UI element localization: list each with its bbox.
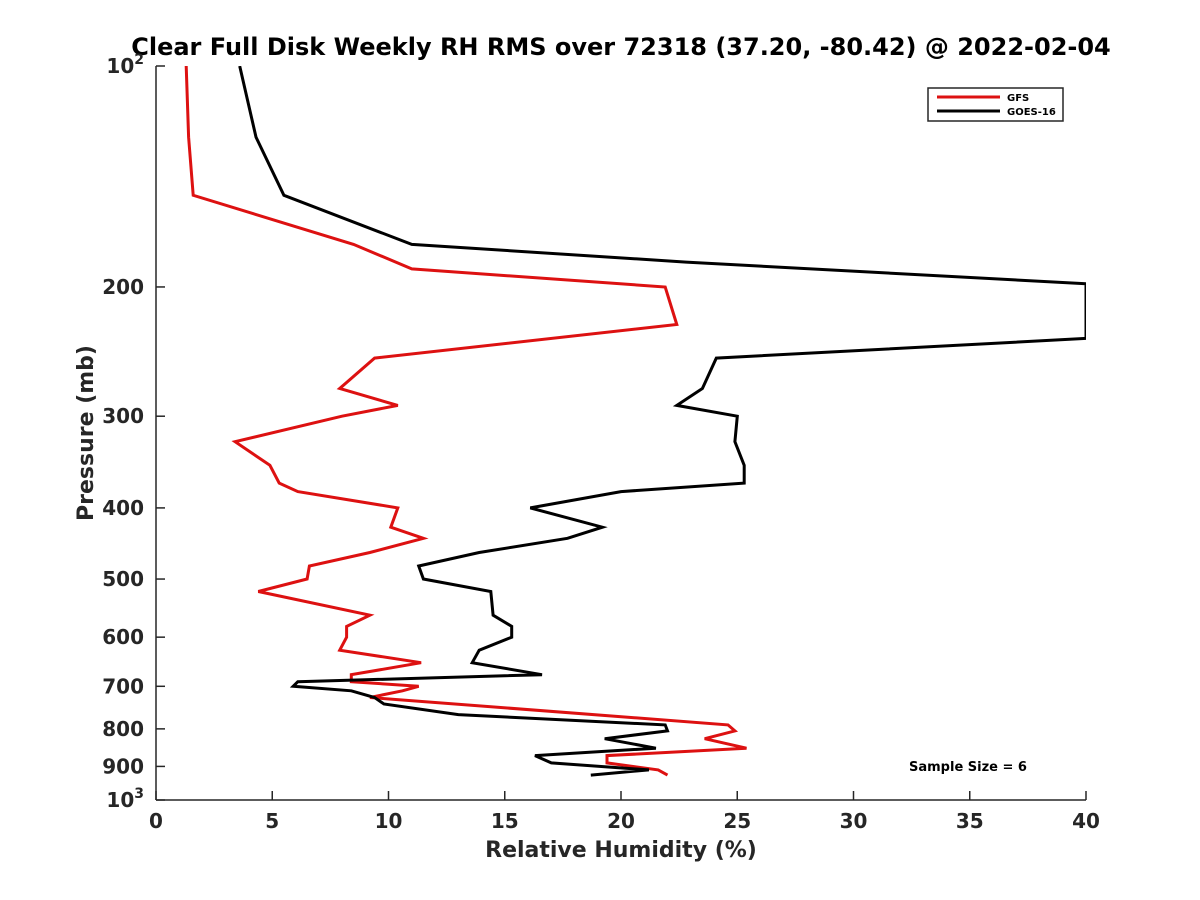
chart-title: Clear Full Disk Weekly RH RMS over 72318… — [131, 33, 1111, 61]
y-tick-label: 300 — [102, 404, 144, 428]
x-tick-label: 0 — [149, 809, 163, 833]
y-tick-label: 800 — [102, 717, 144, 741]
x-tick-label: 40 — [1072, 809, 1100, 833]
x-tick-label: 5 — [265, 809, 279, 833]
y-axis-label: Pressure (mb) — [74, 345, 99, 521]
y-tick-label: 103 — [106, 786, 144, 812]
series-line-gfs — [184, 66, 747, 777]
y-tick-label: 600 — [102, 625, 144, 649]
x-tick-label: 20 — [607, 809, 635, 833]
legend-label: GOES-16 — [1007, 107, 1056, 118]
x-tick-label: 25 — [723, 809, 751, 833]
sample-size-annotation: Sample Size = 6 — [909, 760, 1027, 775]
y-tick-label: 900 — [102, 754, 144, 778]
y-tick-label: 500 — [102, 567, 144, 591]
legend-box — [927, 87, 1064, 122]
plot-area: 0 5 10 15 20 25 30 35 40 102 200 300 400 500 600 700 800… — [102, 52, 1100, 833]
y-tick-label: 700 — [102, 674, 144, 698]
x-tick-label: 15 — [491, 809, 519, 833]
series-line-goes-16 — [238, 66, 1086, 777]
x-axis-label: Relative Humidity (%) — [485, 838, 757, 863]
x-tick-label: 30 — [840, 809, 868, 833]
y-tick-label: 102 — [106, 52, 144, 78]
legend: GFS GOES-16 — [927, 87, 1064, 122]
legend-label: GFS — [1007, 93, 1029, 104]
x-tick-label: 10 — [375, 809, 403, 833]
y-tick-label: 400 — [102, 496, 144, 520]
x-tick-label: 35 — [956, 809, 984, 833]
y-tick-label: 200 — [102, 275, 144, 299]
